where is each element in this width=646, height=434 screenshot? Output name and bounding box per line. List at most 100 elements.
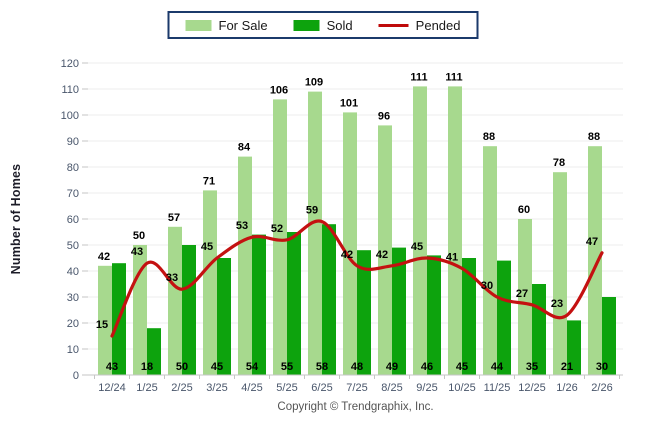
- y-axis-tick-label: 110: [61, 84, 79, 96]
- bar-for-sale: [553, 172, 567, 375]
- chart-canvas: 0 10 20 30 40 50 60 70 80 90 100 110 120 42 43 15 12/24 5…: [61, 58, 623, 394]
- x-axis-category-label: 9/25: [416, 382, 437, 394]
- bar-sold: [322, 224, 336, 375]
- pended-value-label: 41: [446, 251, 458, 263]
- bar-sold: [567, 320, 581, 375]
- sold-value-label: 55: [281, 361, 293, 373]
- y-axis-tick-label: 50: [67, 240, 79, 252]
- x-axis-category-label: 7/25: [346, 382, 367, 394]
- sold-value-label: 30: [596, 361, 608, 373]
- for-sale-value-label: 57: [168, 212, 180, 224]
- x-axis-category-label: 11/25: [484, 382, 511, 394]
- sold-value-label: 48: [351, 361, 363, 373]
- x-axis-category-label: 4/25: [241, 382, 262, 394]
- bar-sold: [462, 258, 476, 375]
- pended-value-label: 30: [481, 280, 493, 292]
- for-sale-value-label: 78: [553, 157, 565, 169]
- legend-swatch-sold-icon: [293, 19, 320, 31]
- x-axis-category-label: 6/25: [311, 382, 332, 394]
- legend-item-sold: Sold: [293, 18, 353, 33]
- pended-value-label: 53: [236, 220, 248, 232]
- pended-value-label: 42: [341, 249, 353, 261]
- pended-value-label: 45: [201, 241, 213, 253]
- y-axis-tick-label: 40: [67, 266, 79, 278]
- legend-swatch-pended-icon: [378, 23, 409, 27]
- bar-sold: [217, 258, 231, 375]
- y-axis-tick-label: 70: [67, 188, 79, 200]
- x-axis-category-label: 1/25: [136, 382, 157, 394]
- bar-sold: [147, 328, 161, 375]
- bar-for-sale: [588, 146, 602, 375]
- for-sale-value-label: 88: [588, 131, 600, 143]
- bar-sold: [252, 234, 266, 375]
- bar-for-sale: [308, 91, 322, 375]
- sold-value-label: 46: [421, 361, 433, 373]
- pended-value-label: 27: [516, 288, 528, 300]
- sold-value-label: 43: [106, 361, 118, 373]
- sold-value-label: 58: [316, 361, 328, 373]
- y-axis-tick-label: 60: [67, 214, 79, 226]
- bar-sold: [427, 255, 441, 375]
- x-axis-category-label: 8/25: [381, 382, 402, 394]
- sold-value-label: 21: [561, 361, 573, 373]
- pended-value-label: 23: [551, 298, 563, 310]
- bar-for-sale: [203, 190, 217, 375]
- for-sale-value-label: 71: [203, 175, 215, 187]
- y-axis-tick-label: 10: [67, 344, 79, 356]
- for-sale-value-label: 111: [410, 71, 427, 83]
- for-sale-value-label: 96: [378, 110, 390, 122]
- x-axis-category-label: 1/26: [556, 382, 577, 394]
- bar-for-sale: [518, 219, 532, 375]
- bar-sold: [497, 260, 511, 375]
- sold-value-label: 35: [526, 361, 538, 373]
- y-axis-tick-label: 90: [67, 136, 79, 148]
- y-axis-tick-label: 120: [61, 58, 79, 70]
- for-sale-value-label: 42: [98, 251, 110, 263]
- for-sale-value-label: 84: [238, 142, 251, 154]
- sold-value-label: 49: [386, 361, 398, 373]
- pended-value-label: 15: [96, 319, 108, 331]
- bar-for-sale: [343, 112, 357, 376]
- x-axis-category-label: 2/25: [171, 382, 192, 394]
- pended-value-label: 45: [411, 241, 423, 253]
- bar-for-sale: [168, 226, 182, 375]
- for-sale-value-label: 111: [445, 71, 462, 83]
- pended-value-label: 42: [376, 249, 388, 261]
- pended-value-label: 59: [306, 205, 318, 217]
- for-sale-value-label: 60: [518, 204, 530, 216]
- bar-sold: [392, 247, 406, 375]
- pended-value-label: 33: [166, 272, 178, 284]
- pended-line: [110, 219, 604, 338]
- bar-for-sale: [238, 156, 252, 375]
- legend-label-for-sale: For Sale: [218, 18, 268, 33]
- for-sale-value-label: 50: [133, 230, 145, 242]
- sold-value-label: 44: [491, 361, 504, 373]
- legend-item-pended: Pended: [378, 18, 461, 32]
- y-axis-tick-label: 100: [61, 110, 79, 122]
- bar-for-sale: [483, 146, 497, 375]
- bar-sold: [357, 250, 371, 375]
- bar-for-sale: [413, 86, 427, 376]
- pended-value-label: 43: [131, 246, 143, 258]
- bar-sold: [287, 232, 301, 375]
- legend-label-sold: Sold: [326, 18, 353, 33]
- legend-item-for-sale: For Sale: [185, 18, 268, 33]
- legend-swatch-for-sale-icon: [185, 19, 212, 31]
- x-axis-category-label: 3/25: [206, 382, 227, 394]
- x-axis-category-label: 12/24: [98, 382, 126, 394]
- copyright-text: Copyright © Trendgraphix, Inc.: [277, 401, 434, 413]
- sold-value-label: 18: [141, 361, 153, 373]
- bar-sold: [602, 297, 616, 375]
- y-axis-tick-label: 0: [73, 370, 79, 382]
- for-sale-value-label: 101: [340, 97, 358, 109]
- bar-sold: [182, 245, 196, 375]
- bar-for-sale: [448, 86, 462, 376]
- for-sale-value-label: 88: [483, 131, 495, 143]
- pended-value-label: 52: [271, 223, 283, 235]
- x-axis-category-label: 2/26: [591, 382, 612, 394]
- for-sale-value-label: 109: [305, 77, 323, 89]
- chart-legend: For Sale Sold Pended: [167, 11, 479, 39]
- bar-for-sale: [273, 99, 287, 376]
- x-axis-category-label: 10/25: [448, 382, 476, 394]
